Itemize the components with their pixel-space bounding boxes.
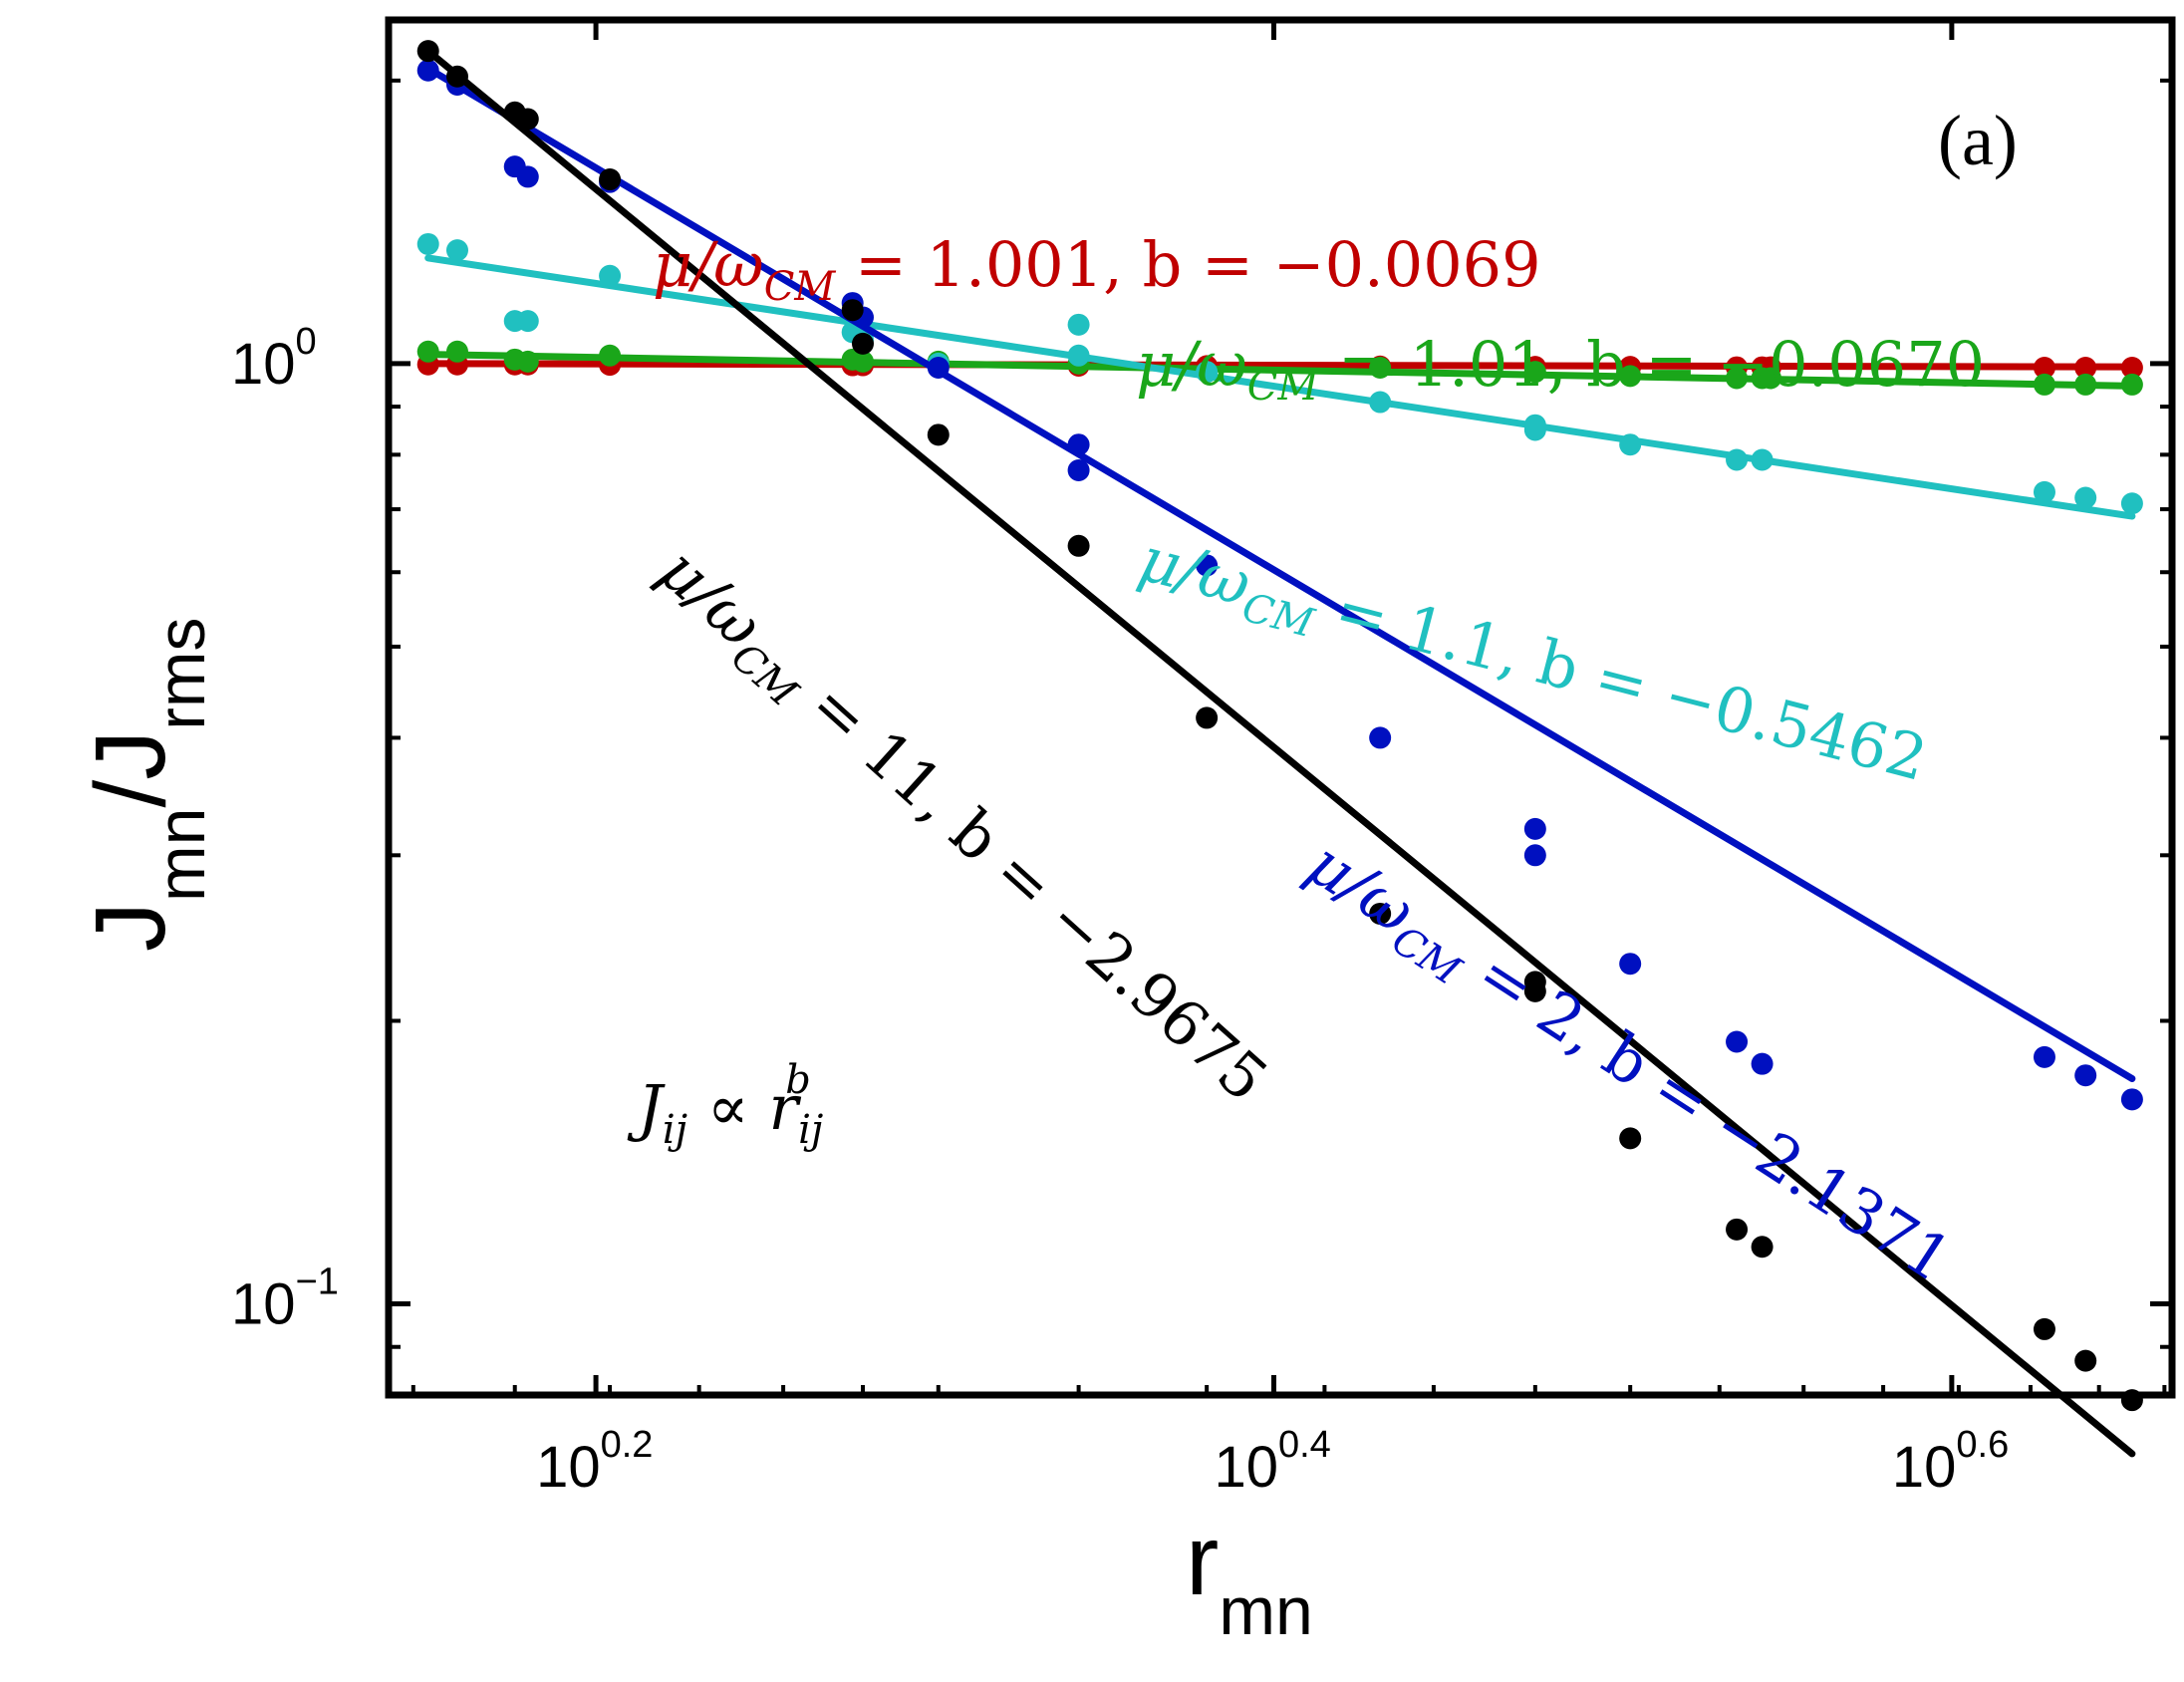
ticks-layer: 100.2 100.4 100.6 10−1 100: [231, 20, 2172, 1500]
data-point-series-3-17: [2033, 1045, 2055, 1068]
fit-line-series-4: [424, 47, 2136, 1458]
data-point-series-2-17: [2033, 480, 2055, 503]
data-point-series-1-10: [1369, 357, 1392, 380]
marks-layer: [416, 40, 2143, 1458]
data-point-series-3-10: [1196, 554, 1219, 577]
data-point-series-4-6: [851, 332, 874, 355]
x-axis-label: rmn: [1186, 1505, 1313, 1649]
data-point-series-2-13: [1523, 419, 1546, 441]
data-point-series-4-16: [2033, 1317, 2055, 1340]
data-point-series-3-0: [416, 59, 439, 82]
data-point-series-3-13: [1523, 844, 1546, 867]
panel-label: (a): [1938, 101, 2018, 180]
label-series-green: μ/ωCM = 1.01, b = −0.0670: [1136, 328, 1985, 410]
data-point-series-4-1: [445, 65, 468, 88]
data-point-series-4-13: [1619, 1127, 1642, 1150]
data-point-series-1-18: [2120, 373, 2143, 396]
data-point-series-1-4: [599, 344, 622, 367]
data-point-series-4-14: [1726, 1218, 1749, 1241]
data-point-series-3-18: [2074, 1064, 2097, 1087]
label-series-blue: μ/ωCM = 2, b = −2.1371: [1290, 826, 1965, 1303]
y-tick-label-0: 10−1: [231, 1262, 339, 1337]
data-point-series-1-12: [1619, 365, 1642, 388]
data-point-series-3-11: [1369, 726, 1392, 749]
data-point-series-1-1: [445, 340, 468, 363]
x-tick-label-1: 100.4: [1214, 1424, 1330, 1500]
data-point-series-1-13: [1726, 367, 1749, 390]
data-point-series-2-0: [416, 232, 439, 255]
data-point-series-2-9: [1067, 344, 1090, 367]
data-point-series-1-6: [851, 350, 874, 373]
data-point-series-1-17: [2074, 373, 2097, 396]
data-point-series-4-15: [1751, 1236, 1774, 1259]
label-series-black: μ/ωCM = 11, b = −2.9675: [640, 533, 1281, 1123]
data-point-series-1-11: [1523, 361, 1546, 384]
data-point-series-3-19: [2120, 1088, 2143, 1111]
data-point-series-0-17: [2074, 357, 2097, 380]
data-point-series-2-3: [516, 310, 539, 333]
label-series-cyan: μ/ωCM = 1.1, b = −0.5462: [1130, 522, 1934, 804]
data-point-series-3-12: [1523, 817, 1546, 840]
x-tick-label-2: 100.6: [1892, 1424, 2009, 1500]
data-point-series-2-16: [1751, 448, 1774, 471]
data-point-series-4-10: [1369, 902, 1392, 925]
data-point-series-3-16: [1751, 1052, 1774, 1075]
data-point-series-4-9: [1196, 706, 1219, 729]
power-law-formula: Jij ∝ rijb: [627, 1057, 823, 1153]
data-point-series-4-0: [416, 40, 439, 63]
data-point-series-4-17: [2074, 1349, 2097, 1372]
plot-frame: [385, 16, 2176, 1399]
data-point-series-3-9: [1067, 459, 1090, 482]
data-point-series-3-3: [516, 165, 539, 188]
data-point-series-4-8: [1067, 534, 1090, 557]
data-point-series-2-4: [599, 264, 622, 287]
data-point-series-4-4: [599, 168, 622, 191]
data-point-series-2-19: [2120, 492, 2143, 515]
data-point-series-1-16: [2033, 373, 2055, 396]
data-point-series-2-18: [2074, 486, 2097, 509]
fit-line-series-3: [424, 65, 2136, 1083]
data-point-series-0-18: [2120, 357, 2143, 380]
data-point-series-3-15: [1726, 1030, 1749, 1053]
y-axis-label: Jmn/Jrms: [75, 617, 219, 952]
data-point-series-2-15: [1726, 448, 1749, 471]
data-point-series-4-7: [927, 423, 950, 446]
data-point-series-0-16: [2033, 357, 2055, 380]
data-point-series-2-1: [445, 239, 468, 262]
data-point-series-2-8: [1067, 313, 1090, 336]
data-point-series-2-14: [1619, 433, 1642, 456]
fit-line-series-1: [424, 351, 2136, 390]
data-point-series-2-11: [1369, 391, 1392, 414]
data-point-series-4-5: [841, 299, 864, 322]
data-point-series-4-12: [1523, 980, 1546, 1002]
data-point-series-1-15: [1760, 367, 1782, 390]
data-point-series-1-3: [516, 350, 539, 373]
fit-line-series-2: [424, 254, 2136, 520]
data-point-series-1-0: [416, 340, 439, 363]
data-point-series-3-14: [1619, 953, 1642, 976]
fit-line-series-0: [424, 360, 2136, 371]
data-point-series-4-3: [516, 108, 539, 131]
data-point-series-2-10: [1196, 361, 1219, 384]
x-tick-label-0: 100.2: [536, 1424, 653, 1500]
label-series-red: μ/ωCM = 1.001, b = −0.0069: [653, 228, 1541, 310]
y-tick-label-1: 100: [231, 321, 317, 397]
data-point-series-3-7: [927, 357, 950, 380]
data-point-series-3-8: [1067, 433, 1090, 456]
